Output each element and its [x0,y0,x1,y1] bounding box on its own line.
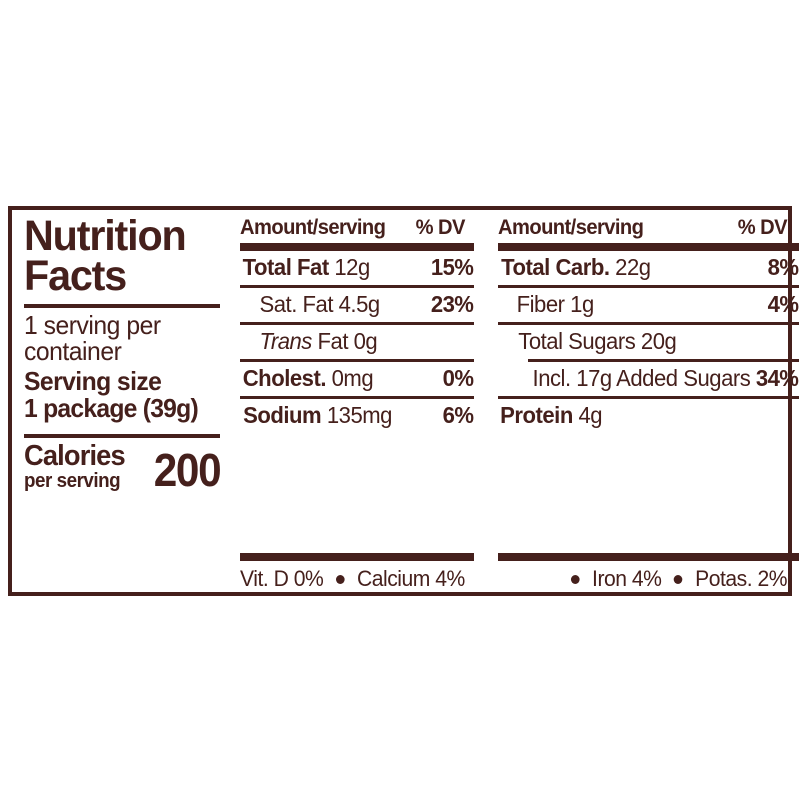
micronutrient-calcium: Calcium 4% [356,566,465,591]
servings-per-container: 1 serving per container [24,309,161,367]
serving-size-label: Serving size [24,365,162,396]
bullet-dot-icon [335,574,345,584]
title-line-1: Nutrition [24,212,187,260]
nutrient-dv: 6% [442,402,474,428]
micronutrient-row-left: Vit. D 0% Calcium 4% [240,561,465,592]
table-row: Trans Fat 0g [240,325,474,359]
nutrient-name-bold: Total Fat [242,254,330,280]
nutrient-name: Incl. 17g Added Sugars [532,365,751,391]
nutrient-column-right: Amount/serving % DV Total Carb. 22g 8% F… [486,210,800,592]
amount-per-serving-header: Amount/serving [240,216,386,239]
row-divider-rule-indented [528,359,800,362]
micronutrient-thick-rule [498,553,800,561]
nutrient-name: Sodium 135mg [243,402,392,429]
header-thick-rule [240,243,475,251]
row-divider-rule [498,285,800,288]
bullet-dot-icon [674,574,683,584]
nutrient-name-bold: Cholest. [242,365,327,391]
nutrient-name-bold: Total Carb. [501,254,610,280]
table-row: Sat. Fat 4.5g 23% [240,288,474,322]
nutrient-column-left-header: Amount/serving % DV [240,216,465,243]
nutrient-name: Trans Fat 0g [259,328,377,355]
nutrient-dv: 34% [755,365,799,391]
nutrient-name-rest: Fat 0g [311,328,378,354]
percent-dv-header: % DV [737,216,788,239]
table-row: Total Sugars 20g [498,325,799,359]
nutrient-name: Fiber 1g [516,291,595,317]
micronutrient-row-right: Iron 4% Potas. 2% [498,561,788,592]
table-row: Sodium 135mg 6% [240,399,474,433]
table-row: Total Carb. 22g 8% [498,251,799,285]
serving-size-divider-rule [24,434,220,439]
calories-label-group: Calories per serving [24,442,131,492]
amount-per-serving-header: Amount/serving [498,216,644,239]
nutrient-dv: 15% [430,254,474,280]
column-spacer [240,433,474,553]
title-divider-rule [24,303,220,308]
nutrient-name-rest: 135mg [321,402,393,428]
row-divider-rule [240,359,475,362]
serving-information-column: Nutrition Facts 1 serving per container … [12,210,230,592]
calories-label: Calories [24,440,126,473]
row-divider-rule [498,396,800,399]
table-row: Total Fat 12g 15% [240,251,474,285]
nutrient-name-rest: 22g [609,254,651,280]
nutrient-dv: 0% [442,365,474,391]
nutrient-name-italic: Trans [259,328,312,354]
header-thick-rule [498,243,800,251]
added-sugars-rule-wrap [498,359,800,362]
nutrient-name-bold: Sodium [243,402,322,428]
panel-columns: Nutrition Facts 1 serving per container … [12,210,800,592]
nutrition-facts-panel: Nutrition Facts 1 serving per container … [8,206,800,596]
nutrition-facts-title: Nutrition Facts [24,212,212,301]
micronutrient-potassium: Potas. 2% [695,566,788,591]
nutrient-name-bold: Protein [500,402,574,428]
row-divider-rule [240,322,475,325]
micronutrient-vitamin-d: Vit. D 0% [240,566,324,591]
nutrient-name: Protein 4g [500,402,602,429]
nutrient-name: Total Fat 12g [242,254,371,281]
micronutrient-iron: Iron 4% [592,566,662,591]
nutrient-column-left: Amount/serving % DV Total Fat 12g 15% Sa… [230,210,486,592]
nutrient-column-right-header: Amount/serving % DV [498,216,788,243]
table-row: Cholest. 0mg 0% [240,362,474,396]
nutrient-name-rest: 12g [328,254,370,280]
column-spacer [498,433,799,553]
nutrient-name-rest: 0mg [325,365,374,391]
row-divider-rule [498,322,800,325]
nutrient-name: Total Sugars 20g [518,328,677,354]
micronutrient-thick-rule [240,553,475,561]
nutrient-dv: 4% [767,291,799,317]
calories-sublabel: per serving [24,470,121,493]
nutrient-dv: 8% [767,254,799,280]
nutrient-name: Cholest. 0mg [242,365,374,392]
calories-row: Calories per serving 200 [24,442,222,497]
nutrient-name: Sat. Fat 4.5g [259,291,381,317]
nutrient-name: Total Carb. 22g [501,254,651,281]
table-row: Protein 4g [498,399,799,433]
table-row: Incl. 17g Added Sugars 34% [498,362,799,396]
bullet-dot-icon [571,574,580,584]
calories-value: 200 [153,444,222,497]
row-divider-rule [240,396,475,399]
serving-size-value: 1 package (39g) [24,393,199,424]
table-row: Fiber 1g 4% [498,288,799,322]
nutrient-dv: 23% [430,291,474,317]
row-divider-rule [240,285,475,288]
percent-dv-header: % DV [415,216,466,239]
nutrient-name-rest: 4g [573,402,603,428]
title-line-2: Facts [24,252,127,301]
